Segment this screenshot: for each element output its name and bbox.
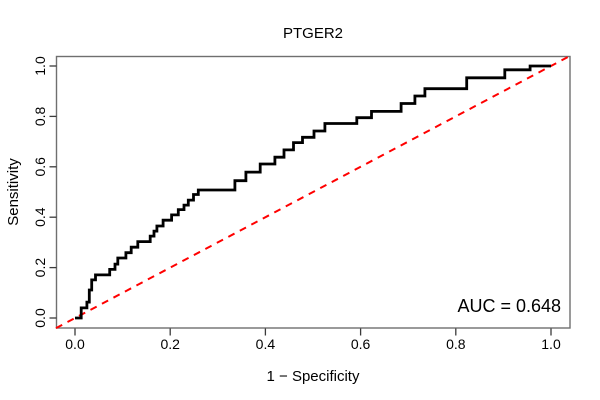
y-axis-title: Sensitivity <box>5 158 22 226</box>
y-tick-label: 0.4 <box>32 207 48 227</box>
y-tick-label: 0.0 <box>32 308 48 328</box>
x-tick-label: 0.6 <box>351 336 371 352</box>
plot-area: 0.0 0.2 0.4 0.6 0.8 1.0 0.0 0.2 0.4 0.6 0.8 1.0 <box>32 55 571 352</box>
roc-curve <box>75 64 551 320</box>
x-tick-label: 0.4 <box>256 336 276 352</box>
y-tick-label: 0.2 <box>32 258 48 278</box>
x-axis-title: 1 − Specificity <box>267 368 360 385</box>
auc-annotation: AUC = 0.648 <box>457 296 561 316</box>
x-tick-label: 1.0 <box>541 336 561 352</box>
x-tick-label: 0.8 <box>446 336 466 352</box>
y-tick-label: 0.8 <box>32 106 48 126</box>
plot-frame <box>55 55 571 329</box>
y-tick-label: 1.0 <box>32 56 48 76</box>
reference-line <box>55 55 571 329</box>
chart-title: PTGER2 <box>283 25 343 42</box>
y-tick-label: 0.6 <box>32 157 48 177</box>
x-tick-label: 0.2 <box>160 336 180 352</box>
x-tick-label: 0.0 <box>65 336 85 352</box>
